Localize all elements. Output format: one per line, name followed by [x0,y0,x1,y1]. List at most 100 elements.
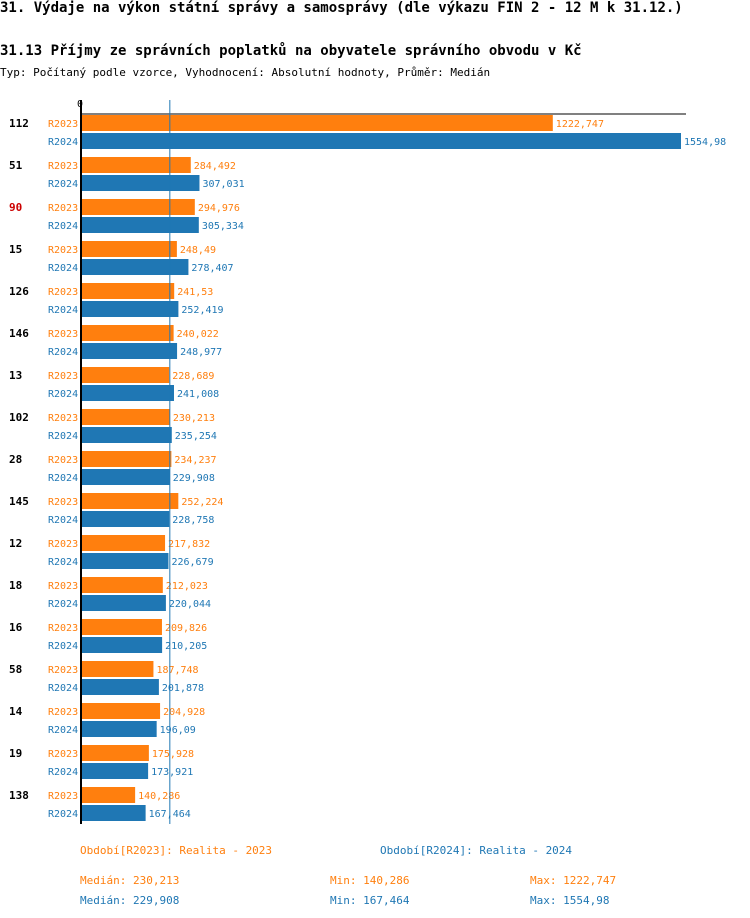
value-label: 294,976 [198,203,240,214]
series-label: R2023 [48,707,78,718]
value-label: 226,679 [171,557,213,568]
category-label: 18 [9,579,22,592]
series-label: R2024 [48,683,78,694]
value-label: 201,878 [162,683,204,694]
bar-r2024 [81,721,157,737]
bar-r2023 [81,703,161,719]
category-label: 15 [9,243,22,256]
bar-r2024 [81,469,170,485]
stat-median-r2024: Medián: 229,908 [80,894,180,907]
bar-r2023 [81,115,553,131]
series-label: R2023 [48,119,78,130]
series-label: R2024 [48,557,78,568]
category-label: 145 [9,495,29,508]
chart-meta: Typ: Počítaný podle vzorce, Vyhodnocení:… [0,66,491,79]
category-label: 90 [9,201,22,214]
series-label: R2023 [48,245,78,256]
bar-r2024 [81,805,146,821]
value-label: 241,008 [177,389,219,400]
bar-r2023 [81,745,149,761]
bar-r2024 [81,679,159,695]
bar-r2024 [81,259,189,275]
stat-min-r2024: Min: 167,464 [330,894,410,907]
legend-r2023: Období[R2023]: Realita - 2023 [80,844,273,857]
value-label: 228,689 [172,371,214,382]
series-label: R2024 [48,641,78,652]
value-label: 241,53 [177,287,213,298]
series-label: R2023 [48,371,78,382]
page-title: 31. Výdaje na výkon státní správy a samo… [0,0,683,16]
series-label: R2024 [48,809,78,820]
category-label: 13 [9,369,22,382]
category-label: 51 [9,159,23,172]
value-label: 305,334 [202,221,244,232]
value-label: 278,407 [191,263,233,274]
value-label: 240,022 [177,329,219,340]
bar-r2024 [81,385,174,401]
bar-r2023 [81,157,191,173]
value-label: 284,492 [194,161,236,172]
value-label: 187,748 [156,665,198,676]
value-label: 248,977 [180,347,222,358]
series-label: R2023 [48,749,78,760]
bar-r2023 [81,241,177,257]
bar-r2023 [81,409,170,425]
stat-max-r2023: Max: 1222,747 [530,874,617,887]
value-label: 140,286 [138,791,180,802]
bar-r2024 [81,763,149,779]
value-label: 173,921 [151,767,193,778]
value-label: 1222,747 [556,119,604,130]
category-label: 28 [9,453,22,466]
series-label: R2024 [48,515,78,526]
bar-r2024 [81,343,178,359]
legend-r2024: Období[R2024]: Realita - 2024 [380,844,573,857]
bar-chart: 0112R20231222,747R20241554,9851R2023284,… [9,99,726,824]
value-label: 204,928 [163,707,205,718]
series-label: R2023 [48,203,78,214]
series-label: R2024 [48,263,78,274]
series-label: R2023 [48,287,78,298]
series-label: R2023 [48,539,78,550]
category-label: 146 [9,327,29,340]
value-label: 235,254 [175,431,217,442]
value-label: 252,224 [181,497,223,508]
series-label: R2023 [48,413,78,424]
value-label: 217,832 [168,539,210,550]
bar-r2024 [81,595,166,611]
bar-r2023 [81,283,175,299]
series-label: R2024 [48,599,78,610]
category-label: 112 [9,117,29,130]
series-label: R2023 [48,581,78,592]
stat-max-r2024: Max: 1554,98 [530,894,610,907]
bar-r2023 [81,787,136,803]
series-label: R2023 [48,329,78,340]
value-label: 252,419 [181,305,223,316]
series-label: R2024 [48,179,78,190]
value-label: 196,09 [160,725,196,736]
value-label: 212,023 [166,581,208,592]
series-label: R2023 [48,455,78,466]
value-label: 234,237 [174,455,216,466]
bar-r2024 [81,175,200,191]
category-label: 58 [9,663,22,676]
value-label: 1554,98 [684,137,726,148]
bar-r2024 [81,133,681,149]
category-label: 16 [9,621,23,634]
value-label: 209,826 [165,623,207,634]
value-label: 210,205 [165,641,207,652]
bar-r2023 [81,325,174,341]
series-label: R2023 [48,161,78,172]
series-label: R2024 [48,431,78,442]
bar-r2024 [81,511,170,527]
series-label: R2024 [48,767,78,778]
value-label: 229,908 [173,473,215,484]
bar-r2023 [81,451,172,467]
bar-r2024 [81,553,169,569]
category-label: 102 [9,411,29,424]
series-label: R2023 [48,497,78,508]
series-label: R2024 [48,137,78,148]
value-label: 307,031 [202,179,244,190]
category-label: 14 [9,705,23,718]
bar-r2024 [81,217,199,233]
stat-min-r2023: Min: 140,286 [330,874,410,887]
